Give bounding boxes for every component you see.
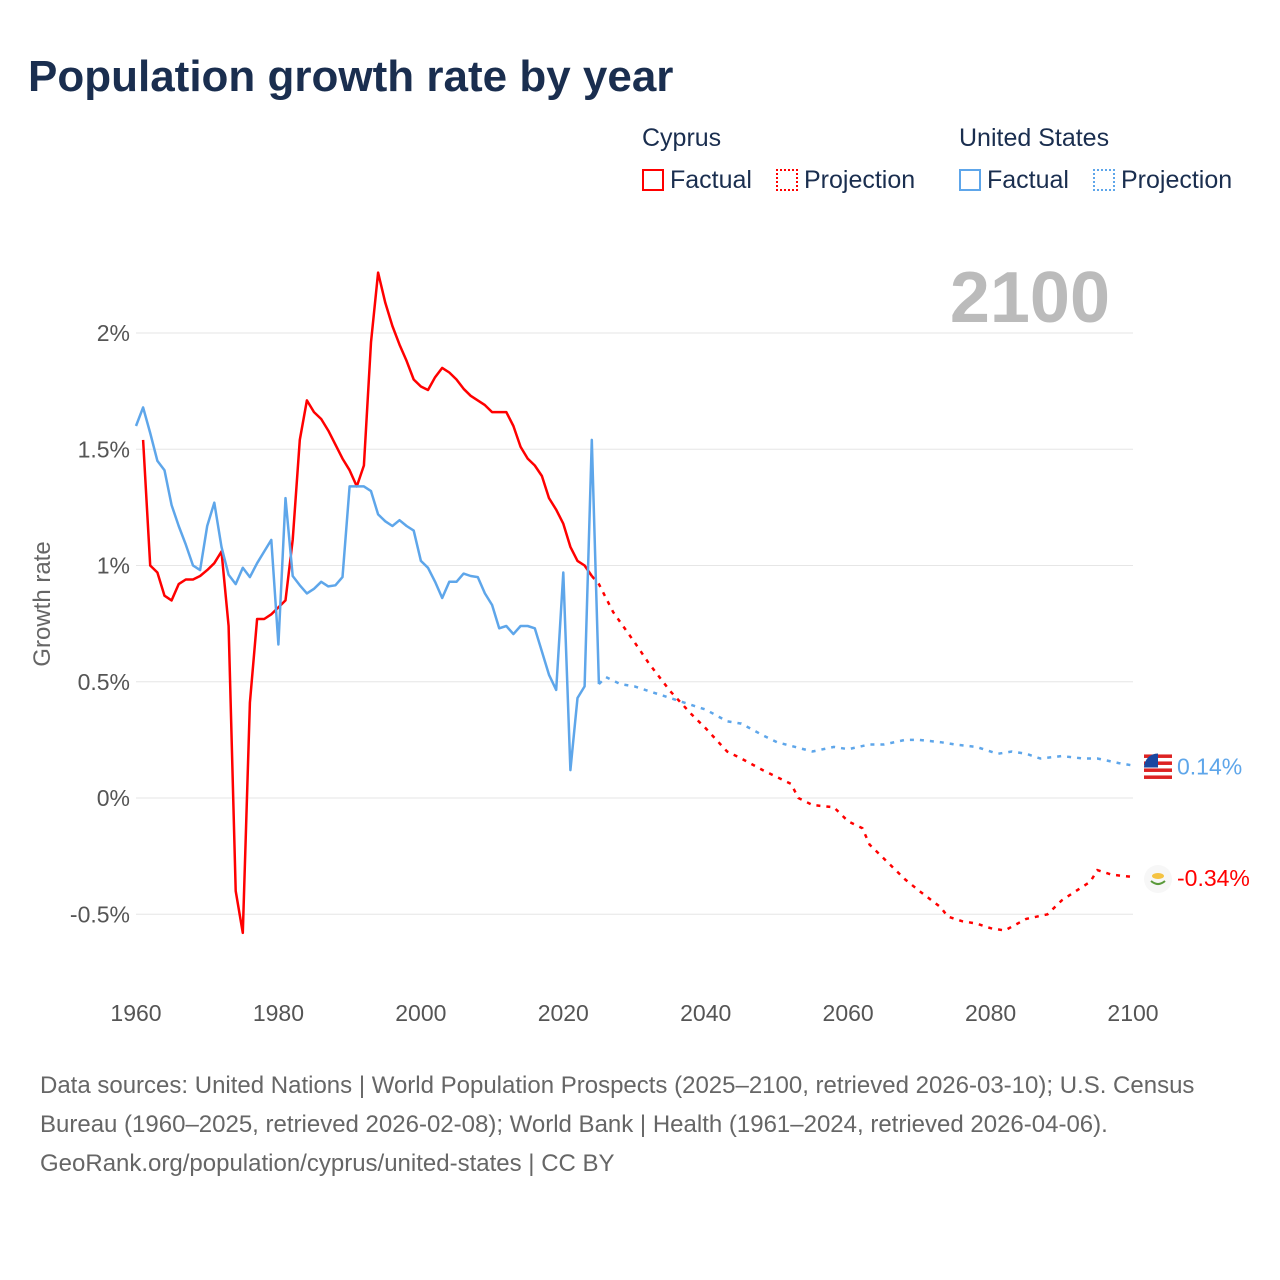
flag-branches: [1150, 880, 1166, 886]
legend-us-factual[interactable]: Factual: [959, 166, 1069, 195]
legend-label: Factual: [987, 166, 1069, 194]
year-label: 2100: [950, 258, 1110, 338]
legend-swatch: [642, 169, 664, 191]
y-axis-label: Growth rate: [29, 541, 56, 666]
cyprus-end-label: -0.34%: [1177, 865, 1250, 891]
us-end-label: 0.14%: [1177, 753, 1242, 779]
legend-swatch: [1093, 169, 1115, 191]
flag-stripe: [1144, 775, 1172, 779]
x-tick-label: 1960: [110, 1000, 161, 1026]
x-tick-label: 2100: [1107, 1000, 1158, 1026]
us-flag-icon: [1144, 753, 1172, 782]
legend-swatch: [776, 169, 798, 191]
data-sources: Data sources: United Nations | World Pop…: [40, 1072, 1195, 1138]
x-tick-label: 2060: [823, 1000, 874, 1026]
flag-island: [1152, 873, 1164, 880]
cyprus-projection-line: [590, 575, 1134, 932]
y-tick-label: 1%: [97, 553, 130, 579]
legend-label: Projection: [1121, 166, 1233, 194]
cyprus-flag-icon: [1144, 865, 1172, 894]
x-tick-label: 2020: [538, 1000, 589, 1026]
y-tick-label: 2%: [97, 320, 130, 346]
flag-stripe: [1144, 768, 1172, 772]
flag-canton: [1144, 753, 1158, 768]
us-projection-line: [598, 675, 1134, 767]
cyprus-factual-line: [141, 271, 593, 935]
x-tick-label: 2040: [680, 1000, 731, 1026]
legend-cyprus-projection[interactable]: Projection: [776, 166, 915, 195]
x-tick-label: 1980: [253, 1000, 304, 1026]
legend-group-cyprus: Cyprus: [642, 124, 722, 152]
credit-link[interactable]: GeoRank.org/population/cyprus/united-sta…: [40, 1150, 615, 1177]
y-tick-label: 0%: [97, 785, 130, 811]
y-tick-label: 1.5%: [78, 436, 130, 462]
legend-swatch: [959, 169, 981, 191]
page-title: Population growth rate by year: [28, 52, 674, 101]
y-tick-label: 0.5%: [78, 669, 130, 695]
legend-label: Factual: [670, 166, 752, 194]
x-tick-label: 2000: [395, 1000, 446, 1026]
legend-group-us: United States: [959, 124, 1110, 152]
legend-cyprus-factual[interactable]: Factual: [642, 166, 752, 195]
legend-us-projection[interactable]: Projection: [1093, 166, 1232, 195]
legend-label: Projection: [804, 166, 916, 194]
footer: Data sources: United Nations | World Pop…: [40, 1066, 1230, 1183]
y-tick-label: -0.5%: [70, 901, 130, 927]
us-factual-line: [134, 406, 601, 772]
x-tick-label: 2080: [965, 1000, 1016, 1026]
